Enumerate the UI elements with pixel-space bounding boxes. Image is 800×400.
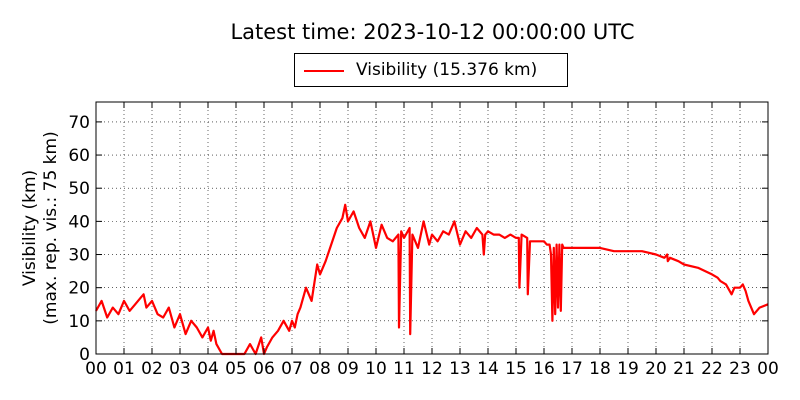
plot-area bbox=[95, 203, 769, 356]
x-tick-label: 12 bbox=[421, 359, 443, 379]
x-tick-label: 03 bbox=[169, 359, 191, 379]
x-tick-label: 22 bbox=[701, 359, 723, 379]
x-tick-label: 10 bbox=[365, 359, 387, 379]
x-tick-label: 02 bbox=[141, 359, 163, 379]
y-tick-label: 30 bbox=[68, 246, 90, 266]
x-tick-label: 13 bbox=[449, 359, 471, 379]
x-axis-tick-labels: 00 01 02 03 04 05 06 07 08 09 10 11 12 13 14 15 16 17 18 19… bbox=[85, 359, 779, 379]
y-tick-label: 0 bbox=[79, 345, 90, 365]
x-tick-label: 09 bbox=[337, 359, 359, 379]
x-tick-label: 19 bbox=[617, 359, 639, 379]
visibility-series-line bbox=[95, 203, 769, 356]
x-tick-label: 20 bbox=[645, 359, 667, 379]
x-tick-label: 00 bbox=[757, 359, 779, 379]
x-tick-label: 05 bbox=[225, 359, 247, 379]
x-tick-label: 07 bbox=[281, 359, 303, 379]
x-tick-label: 16 bbox=[533, 359, 555, 379]
y-tick-label: 10 bbox=[68, 312, 90, 332]
legend-label: Visibility (15.376 km) bbox=[356, 60, 538, 80]
x-tick-label: 14 bbox=[477, 359, 499, 379]
x-tick-label: 08 bbox=[309, 359, 331, 379]
y-tick-label: 70 bbox=[68, 113, 90, 133]
x-tick-label: 23 bbox=[729, 359, 751, 379]
y-tick-label: 40 bbox=[68, 212, 90, 232]
x-tick-label: 18 bbox=[589, 359, 611, 379]
x-tick-label: 11 bbox=[393, 359, 415, 379]
x-tick-label: 21 bbox=[673, 359, 695, 379]
x-tick-label: 00 bbox=[85, 359, 107, 379]
plot-frame bbox=[95, 101, 769, 355]
x-tick-label: 01 bbox=[113, 359, 135, 379]
axis-ticks bbox=[95, 102, 769, 355]
y-axis-label-line2: (max. rep. vis.: 75 km) bbox=[41, 131, 61, 324]
x-tick-label: 06 bbox=[253, 359, 275, 379]
x-tick-label: 15 bbox=[505, 359, 527, 379]
x-tick-label: 17 bbox=[561, 359, 583, 379]
legend-line-swatch bbox=[304, 70, 344, 72]
legend: Visibility (15.376 km) bbox=[294, 53, 568, 87]
x-tick-label: 04 bbox=[197, 359, 219, 379]
y-tick-label: 20 bbox=[68, 279, 90, 299]
y-tick-label: 50 bbox=[68, 179, 90, 199]
y-axis-label-line1: Visibility (km) bbox=[20, 170, 40, 286]
y-axis-tick-labels: 0 10 20 30 40 50 60 70 bbox=[68, 113, 90, 365]
y-tick-label: 60 bbox=[68, 146, 90, 166]
chart-title: Latest time: 2023-10-12 00:00:00 UTC bbox=[230, 20, 635, 44]
grid-lines bbox=[95, 102, 769, 355]
